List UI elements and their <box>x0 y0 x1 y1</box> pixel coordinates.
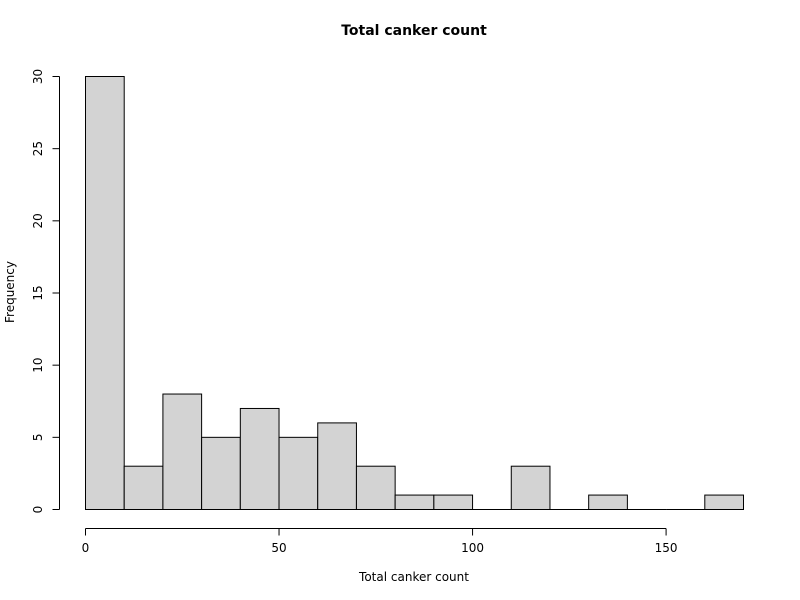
x-axis: 0 50 100 150 <box>82 528 678 555</box>
y-tick-label: 0 <box>31 506 45 514</box>
chart-title: Total canker count <box>341 23 487 39</box>
histogram-bar <box>278 436 319 511</box>
histogram-bar <box>123 465 164 511</box>
histogram-bar <box>394 494 435 511</box>
histogram-bar <box>317 422 357 510</box>
y-tick-label: 30 <box>31 69 45 84</box>
histogram-bar <box>162 393 203 510</box>
y-tick-label: 5 <box>31 434 45 442</box>
x-tick-label: 50 <box>271 541 286 555</box>
histogram-bar <box>239 407 280 511</box>
histogram-bar <box>433 494 474 511</box>
histogram-bar <box>704 494 745 511</box>
y-tick-label: 20 <box>31 213 45 228</box>
y-axis-label: Frequency <box>3 261 17 323</box>
x-tick-label: 0 <box>82 541 90 555</box>
bars-layer <box>85 76 745 511</box>
y-axis: 0 5 10 15 20 25 30 <box>31 69 60 513</box>
histogram-bar <box>201 436 241 511</box>
x-tick-label: 100 <box>461 541 484 555</box>
histogram-bar <box>85 76 125 510</box>
histogram-bar <box>588 494 628 511</box>
x-axis-label: Total canker count <box>358 570 469 584</box>
y-tick-label: 10 <box>31 358 45 373</box>
histogram-bar <box>355 465 396 511</box>
histogram-bar <box>510 465 551 511</box>
y-tick-label: 25 <box>31 141 45 156</box>
y-tick-label: 15 <box>31 285 45 300</box>
x-tick-label: 150 <box>655 541 678 555</box>
